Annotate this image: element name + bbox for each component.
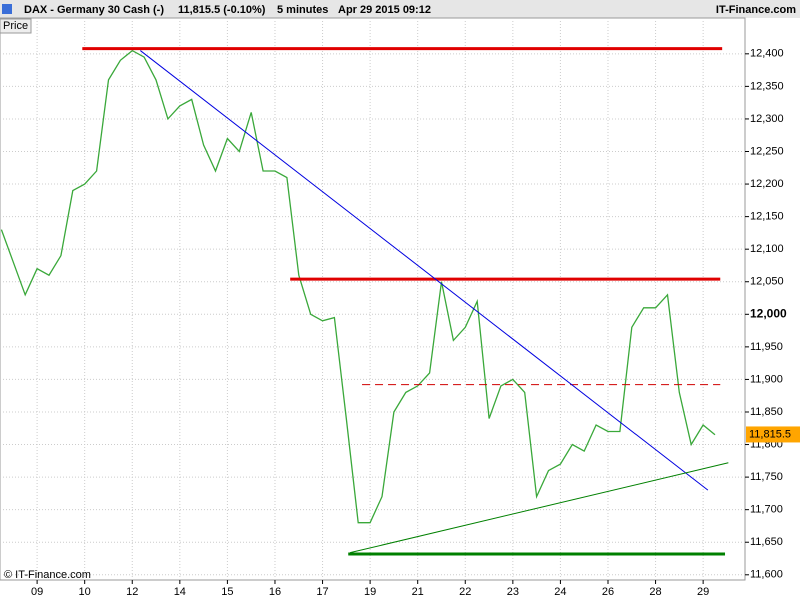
panel-tab — [0, 18, 32, 34]
source: IT-Finance.com — [716, 4, 796, 16]
y-tick-label: 11,900 — [750, 373, 783, 385]
quote: 11,815.5 (-0.10%) — [178, 4, 266, 16]
header-bar — [0, 0, 800, 18]
y-tick-label: 12,250 — [750, 145, 784, 157]
x-tick-label: 21 — [412, 586, 424, 598]
header-icon — [2, 4, 12, 14]
x-tick-label: 28 — [649, 586, 661, 598]
y-tick-label: 11,750 — [750, 471, 783, 483]
x-tick-label: 24 — [554, 586, 566, 598]
x-tick-label: 10 — [79, 586, 91, 598]
y-tick-label: 12,150 — [750, 211, 784, 223]
plot-area — [0, 17, 746, 581]
interval: 5 minutes — [277, 4, 328, 16]
copyright: © IT-Finance.com — [4, 569, 91, 581]
x-tick-label: 16 — [269, 586, 281, 598]
y-tick-label: 11,600 — [750, 569, 783, 581]
timestamp: Apr 29 2015 09:12 — [338, 4, 431, 16]
panel-label: Price — [3, 20, 28, 32]
x-tick-label: 23 — [507, 586, 519, 598]
y-tick-label: 11,850 — [750, 406, 783, 418]
plot-layer — [0, 18, 745, 580]
trend-line — [350, 462, 729, 554]
y-tick-label: 11,700 — [750, 504, 783, 516]
x-tick-label: 15 — [221, 586, 233, 598]
x-tick-label: 26 — [602, 586, 614, 598]
y-tick-label: 11,650 — [750, 536, 783, 548]
y-tick-label: 12,300 — [750, 113, 784, 125]
last-price-box — [746, 426, 800, 443]
last-price-label: 11,815.5 — [749, 428, 791, 440]
x-tick-label: 22 — [459, 586, 471, 598]
chart-title: DAX - Germany 30 Cash (-) — [24, 4, 164, 16]
y-tick-label: 12,000 — [750, 306, 787, 320]
y-tick-label: 12,050 — [750, 276, 784, 288]
x-tick-label: 29 — [697, 586, 709, 598]
y-tick-label: 12,100 — [750, 243, 784, 255]
trend-line — [140, 50, 709, 491]
y-tick-label: 12,200 — [750, 178, 784, 190]
x-tick-label: 14 — [174, 586, 186, 598]
x-tick-label: 09 — [31, 586, 43, 598]
y-tick-label: 12,400 — [750, 48, 784, 60]
y-tick-label: 12,350 — [750, 80, 784, 92]
y-tick-label: 11,950 — [750, 341, 783, 353]
x-tick-label: 17 — [316, 586, 328, 598]
price-line — [0, 49, 716, 524]
x-tick-label: 12 — [126, 586, 138, 598]
x-tick-label: 19 — [364, 586, 376, 598]
